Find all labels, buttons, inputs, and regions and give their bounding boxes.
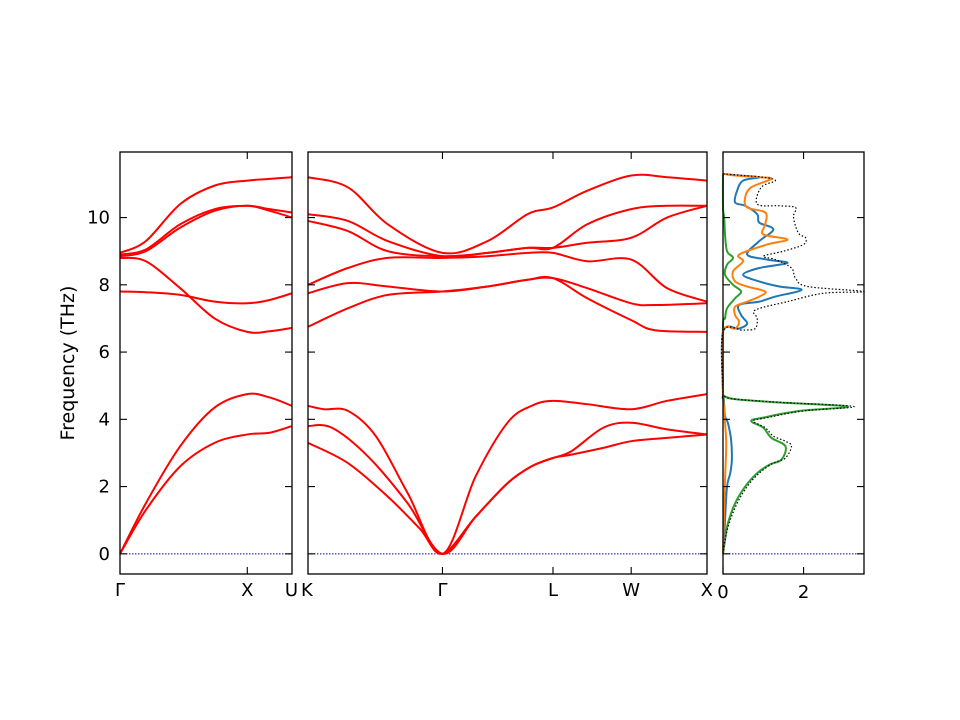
band-curve-5 <box>119 204 293 258</box>
band-curve-6 <box>119 204 293 256</box>
dos-curve-total <box>720 173 865 554</box>
curve-layer <box>119 172 865 555</box>
band-curve-3 <box>307 393 708 555</box>
tick-layer <box>120 152 864 574</box>
x-tick-label: W <box>622 580 640 601</box>
dos-curve-c <box>721 173 849 554</box>
band-curve-9 <box>307 173 708 255</box>
y-tick-label: 0 <box>99 544 110 565</box>
panel-frame-2 <box>307 151 708 575</box>
x-tick-label: L <box>548 580 558 601</box>
band-curve-1 <box>307 433 708 555</box>
y-tick-label: 10 <box>87 208 110 229</box>
y-tick-label: 2 <box>99 477 110 498</box>
x-tick-label: K <box>301 580 314 601</box>
x-tick-label: X <box>241 580 253 601</box>
x-tick-label: Γ <box>115 580 125 601</box>
x-tick-label: U <box>285 580 298 601</box>
band-curve-7 <box>119 176 293 254</box>
band-curve-3 <box>119 290 293 305</box>
band-curve-5 <box>307 276 708 307</box>
band-curve-8 <box>307 204 708 258</box>
panel-frame-3 <box>722 151 865 575</box>
y-tick-label: 8 <box>99 275 110 296</box>
band-curve-4 <box>119 256 293 334</box>
band-curve-6 <box>307 251 708 303</box>
dos-curve-b <box>721 172 789 554</box>
panel-frame-1 <box>119 151 293 575</box>
band-curve-2 <box>307 421 708 555</box>
x-tick-label: X <box>701 580 713 601</box>
y-tick-label: 4 <box>99 409 110 430</box>
dos-x-tick-label: 2 <box>798 582 809 603</box>
y-axis-label: Frequency (THz) <box>57 286 79 441</box>
x-tick-label: Γ <box>437 580 447 601</box>
y-tick-label: 6 <box>99 342 110 363</box>
frame-layer <box>119 151 865 575</box>
dos-x-tick-label: 0 <box>717 582 728 603</box>
band-curve-2 <box>119 392 293 555</box>
band-curve-1 <box>119 425 293 555</box>
